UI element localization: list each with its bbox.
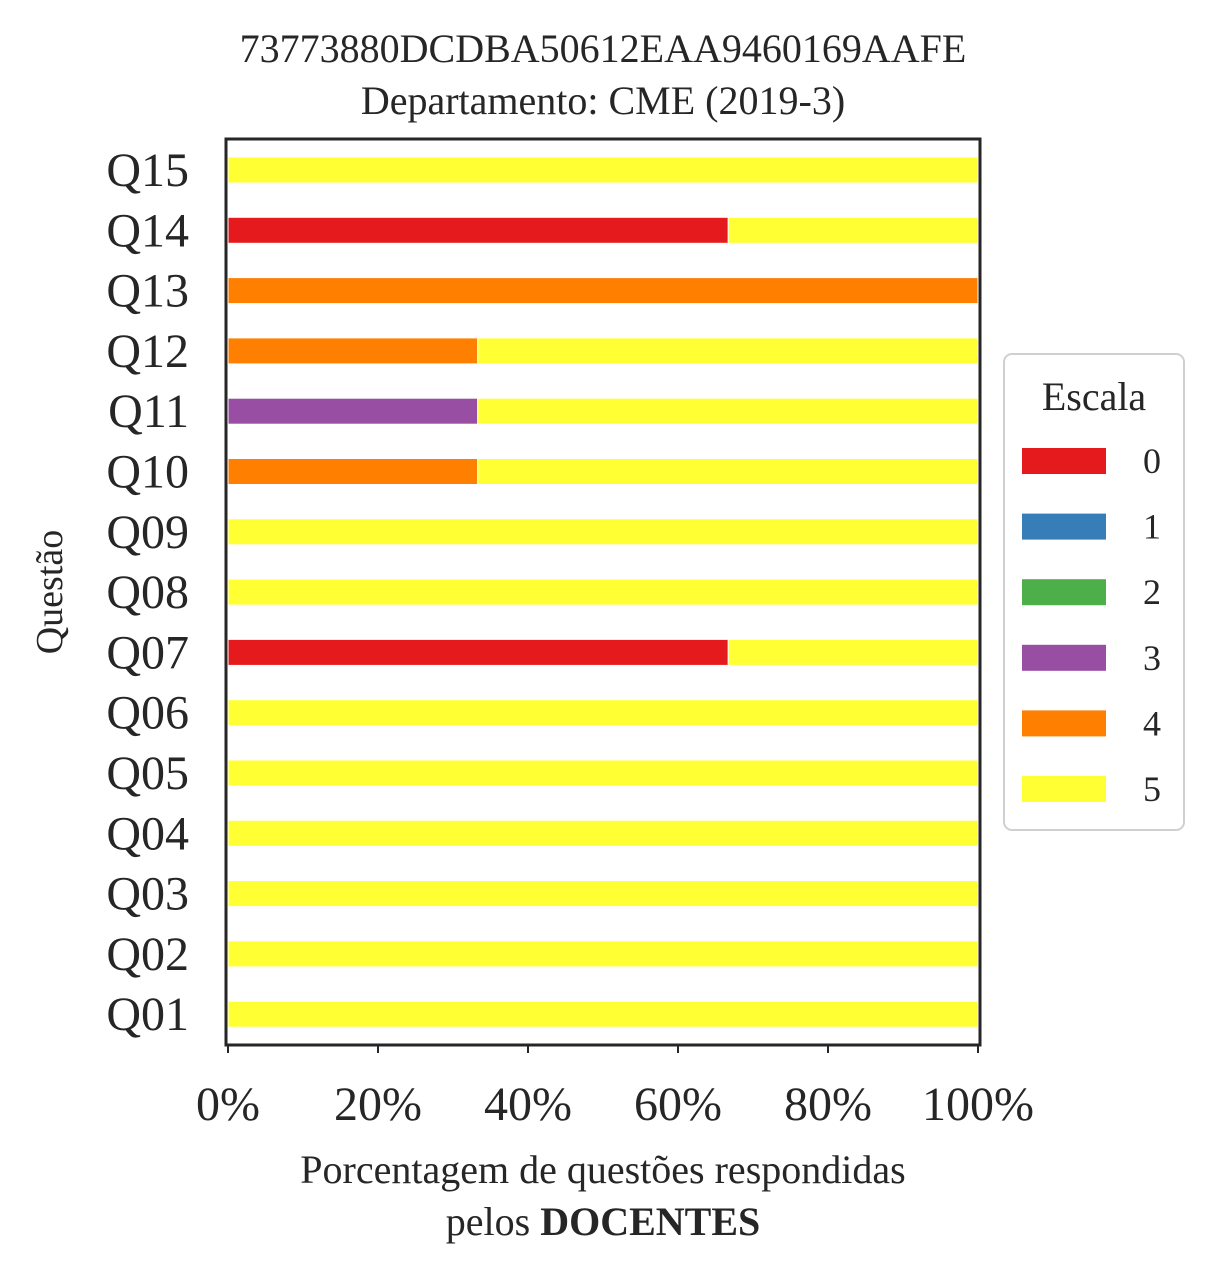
y-tick-label-q09: Q09 xyxy=(106,506,189,559)
y-tick-labels: Q01 Q02 Q03 Q04 Q05 Q06 Q07 Q08 Q09 Q10 Q11 Q12 Q13 Q… xyxy=(106,144,189,1041)
y-tick-label-q13: Q13 xyxy=(106,265,189,318)
bar-q14-scale-0 xyxy=(227,216,729,244)
x-ticks: 0% 20% 40% 60% 80% 100% xyxy=(196,1045,1034,1131)
legend-title: Escala xyxy=(1042,374,1147,419)
x-axis-label-bold: DOCENTES xyxy=(540,1199,760,1244)
legend-swatch-0 xyxy=(1022,448,1106,474)
bar-q10-scale-5 xyxy=(477,458,979,485)
bar-q09-scale-5 xyxy=(227,518,979,546)
x-tick-label: 40% xyxy=(484,1078,572,1131)
bar-q04-scale-5 xyxy=(227,819,979,847)
y-axis-label: Questão xyxy=(29,530,71,655)
bar-q07-scale-5 xyxy=(727,638,979,666)
y-tick-label-q01: Q01 xyxy=(106,988,189,1041)
x-tick-label: 60% xyxy=(634,1078,722,1131)
bar-q12-scale-5 xyxy=(477,337,979,365)
bar-q14-scale-5 xyxy=(727,216,979,244)
legend: Escala 0 1 2 3 4 5 xyxy=(1003,353,1185,831)
x-tick-label: 0% xyxy=(196,1078,260,1131)
bar-q05-scale-5 xyxy=(227,759,979,787)
bar-q11-scale-3 xyxy=(227,397,479,425)
legend-swatch-1 xyxy=(1022,513,1106,540)
legend-entries: 0 1 2 3 4 5 xyxy=(1022,441,1161,809)
y-tick-label-q07: Q07 xyxy=(106,626,189,679)
y-tick-label-q05: Q05 xyxy=(106,747,189,800)
bar-q15-scale-5 xyxy=(227,156,979,184)
legend-label-1: 1 xyxy=(1143,507,1161,547)
legend-swatch-2 xyxy=(1022,579,1106,606)
y-tick-label-q12: Q12 xyxy=(106,325,189,378)
x-axis-label-line2: pelos DOCENTES xyxy=(446,1199,761,1244)
y-tick-label-q06: Q06 xyxy=(106,687,189,740)
plot-frame xyxy=(224,137,982,1047)
legend-label-4: 4 xyxy=(1143,703,1161,743)
bar-q02-scale-5 xyxy=(227,940,979,968)
legend-swatch-5 xyxy=(1022,776,1106,802)
legend-swatch-3 xyxy=(1022,644,1106,671)
bar-q10-scale-4 xyxy=(227,458,479,485)
bar-q06-scale-5 xyxy=(227,699,979,727)
legend-swatch-4 xyxy=(1022,710,1106,737)
y-tick-label-q10: Q10 xyxy=(106,446,189,499)
bar-q03-scale-5 xyxy=(227,880,979,908)
legend-label-0: 0 xyxy=(1143,441,1161,481)
y-tick-label-q15: Q15 xyxy=(106,144,189,197)
bar-q01-scale-5 xyxy=(227,1000,979,1028)
bar-q07-scale-0 xyxy=(227,638,729,666)
chart-subtitle: Departamento: CME (2019-3) xyxy=(361,78,845,123)
y-tick-label-q08: Q08 xyxy=(106,566,189,619)
bar-q11-scale-5 xyxy=(477,397,979,425)
x-axis-label-line1: Porcentagem de questões respondidas xyxy=(300,1147,905,1192)
bar-q08-scale-5 xyxy=(227,578,979,606)
bars-group xyxy=(227,156,979,1028)
y-tick-label-q11: Q11 xyxy=(108,385,189,438)
y-tick-label-q14: Q14 xyxy=(106,204,189,257)
legend-label-2: 2 xyxy=(1143,572,1161,612)
bar-q12-scale-4 xyxy=(227,337,479,365)
y-tick-label-q04: Q04 xyxy=(106,807,189,860)
x-tick-label: 100% xyxy=(922,1078,1034,1131)
legend-label-3: 3 xyxy=(1143,638,1161,678)
chart-title: 73773880DCDBA50612EAA9460169AAFE xyxy=(240,26,967,71)
legend-label-5: 5 xyxy=(1143,769,1161,809)
x-tick-label: 20% xyxy=(334,1078,422,1131)
y-tick-label-q03: Q03 xyxy=(106,868,189,921)
y-tick-label-q02: Q02 xyxy=(106,928,189,981)
x-tick-label: 80% xyxy=(784,1078,872,1131)
x-axis-label-prefix: pelos xyxy=(446,1199,540,1244)
bar-q13-scale-4 xyxy=(227,277,979,305)
